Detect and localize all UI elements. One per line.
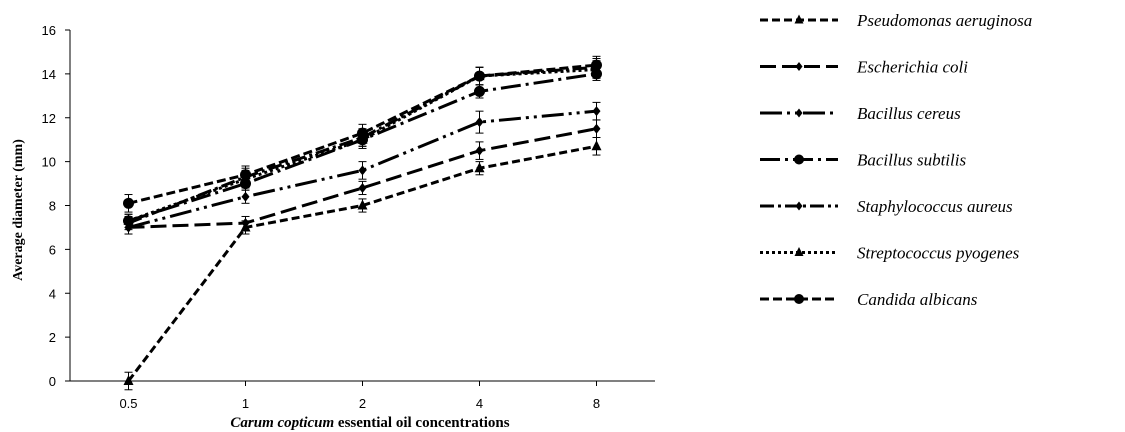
legend-entry: Pseudomonas aeruginosa [760,11,1032,30]
legend-marker [795,62,803,71]
x-tick-label: 0.5 [119,396,137,411]
legend-label: Bacillus cereus [857,104,961,123]
data-point [592,106,601,117]
data-point [240,169,251,181]
data-point [475,145,484,156]
series-line [128,63,597,205]
legend-entry: Escherichia coli [760,58,968,77]
x-axis-label: Carum copticum essential oil concentrati… [230,415,509,431]
data-point [241,218,250,229]
legend-marker [794,247,804,256]
data-point [474,70,485,82]
data-point [123,214,134,225]
data-point [357,199,368,210]
legend-marker [794,14,804,24]
legend-label: Candida albicans [857,290,978,309]
legend-marker [794,154,804,165]
y-tick-label: 6 [49,242,56,257]
y-tick-label: 16 [42,23,56,38]
legend: Pseudomonas aeruginosa Escherichia coli Ba… [760,11,1032,309]
legend-entry: Staphylococcus aureus [760,197,1013,216]
data-point [357,127,368,139]
data-point [591,140,602,151]
legend-label: Bacillus subtilis [857,151,966,170]
x-tick-label: 8 [593,396,600,411]
series-pseudomonas-aeruginosa [123,136,602,391]
series-line [128,127,597,229]
series-line [127,65,597,225]
legend-entry: Bacillus cereus [760,104,961,123]
y-tick-label: 14 [42,67,56,82]
x-tick-label: 4 [476,396,483,411]
legend-marker [795,201,803,211]
series-bacillus-cereus [124,101,601,235]
x-axis-label-rest: essential oil concentrations [338,415,510,431]
series-line [128,109,597,229]
y-tick-label: 12 [42,111,56,126]
legend-entry: Candida albicans [760,290,978,309]
y-tick-label: 0 [49,374,56,389]
data-point [123,375,134,385]
legend-entry: Streptococcus pyogenes [760,244,1020,263]
legend-entry: Bacillus subtilis [760,151,966,170]
y-tick-label: 2 [49,330,56,345]
data-point [358,182,367,193]
y-axis-label: Average diameter (mm) [11,139,26,281]
x-tick-label: 2 [359,396,366,411]
data-point [358,165,367,176]
legend-marker [795,108,803,118]
legend-label: Staphylococcus aureus [857,197,1013,216]
x-tick-label: 1 [242,396,249,411]
x-axis-label-italic: Carum copticum [230,415,334,431]
data-point [241,191,250,202]
data-point [592,123,601,134]
data-point [474,85,485,97]
y-tick-label: 10 [42,155,56,170]
legend-label: Escherichia coli [856,58,968,77]
data-point [475,117,484,128]
data-point [123,197,134,209]
data-point [591,59,602,71]
series-candida-albicans [123,55,602,213]
y-tick-label: 4 [49,286,56,301]
y-tick-label: 8 [49,199,56,214]
legend-label: Streptococcus pyogenes [857,244,1020,263]
plot-area [123,55,602,391]
data-point [474,162,485,173]
legend-marker [794,294,804,304]
legend-label: Pseudomonas aeruginosa [856,11,1032,30]
